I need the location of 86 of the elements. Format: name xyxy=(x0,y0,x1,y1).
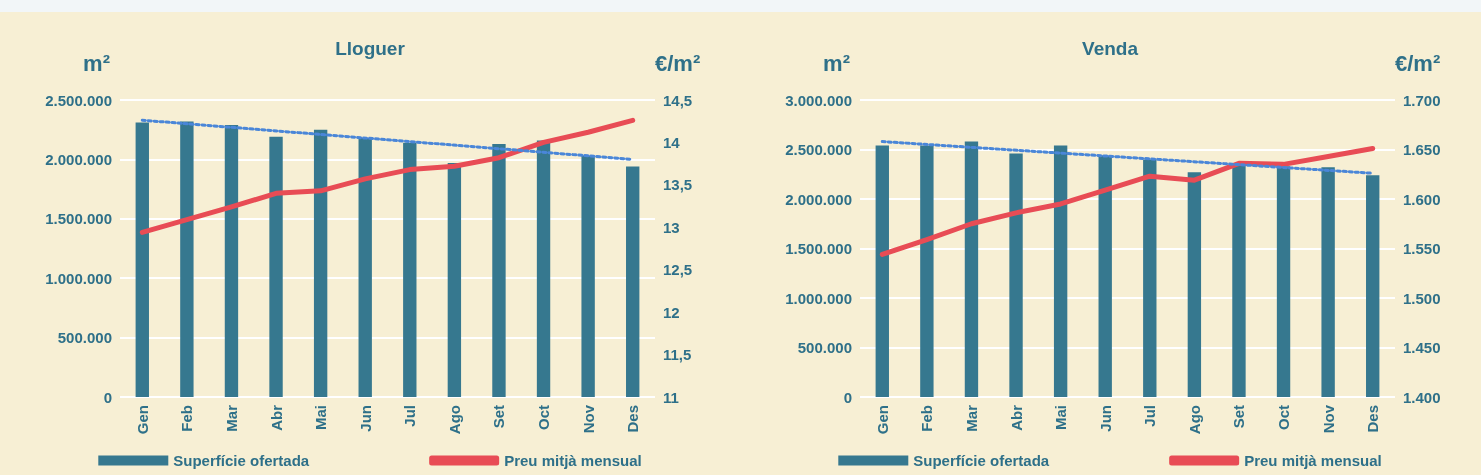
bar xyxy=(180,121,194,397)
bar xyxy=(224,124,239,397)
bar xyxy=(403,142,417,397)
bar xyxy=(1098,155,1112,397)
y2-tick-label: 1.400 xyxy=(1403,388,1441,406)
legend-label: Preu mitjà mensual xyxy=(504,452,642,469)
x-tick-label: Des xyxy=(624,405,642,433)
y-tick-label: 1.500.000 xyxy=(785,240,852,257)
bar xyxy=(920,145,934,397)
x-tick-label: Set xyxy=(490,405,508,429)
chart-title: Venda xyxy=(1082,38,1139,59)
x-tick-label: Set xyxy=(1230,405,1248,429)
legend-label: Preu mitjà mensual xyxy=(1244,452,1382,469)
y-tick-label: 0 xyxy=(103,388,112,406)
y-tick-label: 2.500.000 xyxy=(785,141,852,158)
x-tick-label: Jun xyxy=(1096,405,1114,432)
bar xyxy=(358,138,372,397)
x-tick-label: Mar xyxy=(222,404,240,432)
x-tick-label: Jul xyxy=(401,405,419,427)
y-tick-label: 0 xyxy=(843,388,852,406)
x-tick-label: Oct xyxy=(1275,405,1293,431)
legend-label: Superfície ofertada xyxy=(173,452,310,469)
y2-tick-label: 1.600 xyxy=(1403,190,1441,208)
x-tick-label: Mai xyxy=(1052,405,1070,431)
y2-tick-label: 14 xyxy=(663,133,681,151)
x-tick-label: Des xyxy=(1364,405,1382,433)
x-tick-label: Ago xyxy=(1185,405,1203,435)
bar xyxy=(626,166,640,397)
y-tick-label: 500.000 xyxy=(797,339,852,356)
y-axis-title: m² xyxy=(823,50,850,76)
y2-axis-title: €/m² xyxy=(1395,50,1441,76)
bar xyxy=(1276,166,1291,397)
x-tick-label: Gen xyxy=(133,405,151,435)
y2-tick-label: 1.500 xyxy=(1403,289,1441,307)
bar xyxy=(1143,159,1157,397)
bar xyxy=(1053,145,1068,397)
x-tick-label: Abr xyxy=(267,404,285,431)
y-tick-label: 1.500.000 xyxy=(45,210,112,228)
x-tick-label: Nov xyxy=(1319,404,1337,434)
y2-tick-label: 1.550 xyxy=(1403,240,1441,257)
y2-axis-title: €/m² xyxy=(655,50,701,76)
chart-title: Lloguer xyxy=(335,38,406,59)
x-tick-label: Jul xyxy=(1141,405,1159,427)
legend-label: Superfície ofertada xyxy=(913,452,1050,469)
y-tick-label: 1.000.000 xyxy=(785,289,852,307)
y2-tick-label: 12,5 xyxy=(663,261,693,279)
y2-tick-label: 12 xyxy=(663,303,680,321)
y2-tick-label: 11 xyxy=(663,388,679,406)
bar xyxy=(447,162,462,397)
y2-tick-label: 1.650 xyxy=(1403,141,1441,158)
x-tick-label: Feb xyxy=(918,405,936,432)
bar xyxy=(492,143,506,397)
bar xyxy=(1009,153,1023,397)
y2-tick-label: 1.700 xyxy=(1403,91,1441,109)
y-tick-label: 3.000.000 xyxy=(785,91,852,109)
bar xyxy=(135,122,149,397)
y2-tick-label: 11,5 xyxy=(663,346,692,364)
bar xyxy=(536,140,551,397)
bar xyxy=(1187,172,1202,397)
y2-tick-label: 1.450 xyxy=(1403,339,1441,356)
x-tick-label: Feb xyxy=(178,405,196,432)
bar xyxy=(581,155,595,397)
y-tick-label: 1.000.000 xyxy=(45,269,112,287)
y2-tick-label: 14,5 xyxy=(663,91,693,109)
y-tick-label: 2.000.000 xyxy=(785,190,852,208)
bar xyxy=(1366,175,1380,397)
x-tick-label: Nov xyxy=(579,404,597,434)
y-tick-label: 2.500.000 xyxy=(45,91,112,109)
bar xyxy=(269,136,283,397)
bar xyxy=(1321,167,1335,397)
x-tick-label: Jun xyxy=(356,405,374,432)
x-tick-label: Ago xyxy=(445,405,463,435)
y2-tick-label: 13 xyxy=(663,218,680,236)
bar xyxy=(875,145,889,397)
x-tick-label: Mar xyxy=(962,404,980,432)
bar xyxy=(964,141,979,397)
x-tick-label: Mai xyxy=(312,405,330,431)
bar xyxy=(313,129,328,397)
x-tick-label: Abr xyxy=(1007,404,1025,431)
y-tick-label: 500.000 xyxy=(57,329,112,347)
bar xyxy=(1232,165,1246,397)
y2-tick-label: 13,5 xyxy=(663,176,693,194)
x-tick-label: Oct xyxy=(535,405,553,431)
x-tick-label: Gen xyxy=(873,405,891,435)
y-axis-title: m² xyxy=(83,50,110,76)
y-tick-label: 2.000.000 xyxy=(45,150,112,168)
